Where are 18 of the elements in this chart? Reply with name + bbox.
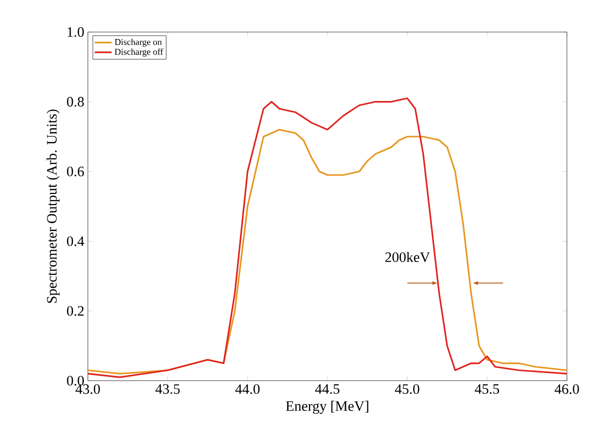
x-axis-title: Energy [MeV] <box>286 400 368 414</box>
x-tick-label: 44.5 <box>315 384 340 394</box>
x-tick-label: 46.0 <box>554 384 579 394</box>
y-tick-label: 0.2 <box>66 306 84 316</box>
y-axis-title: Spectrometer Output (Arb. Units) <box>46 110 60 303</box>
legend-label: Discharge on <box>114 38 162 47</box>
x-tick-label: 43.5 <box>155 384 180 394</box>
x-tick-label: 45.0 <box>394 384 420 394</box>
y-tick-label: 0.8 <box>66 96 84 107</box>
y-tick-label: 0.4 <box>66 236 84 246</box>
y-tick-label: 0.0 <box>66 376 84 386</box>
annotation: 200keV <box>385 252 430 262</box>
x-tick-label: 43.0 <box>76 384 100 394</box>
legend-label: Discharge off <box>114 48 164 57</box>
y-tick-label: 1.0 <box>68 27 84 37</box>
x-tick-label: 45.5 <box>474 384 500 394</box>
x-tick-label: 44.0 <box>235 384 260 394</box>
y-tick-label: 0.6 <box>66 166 84 176</box>
